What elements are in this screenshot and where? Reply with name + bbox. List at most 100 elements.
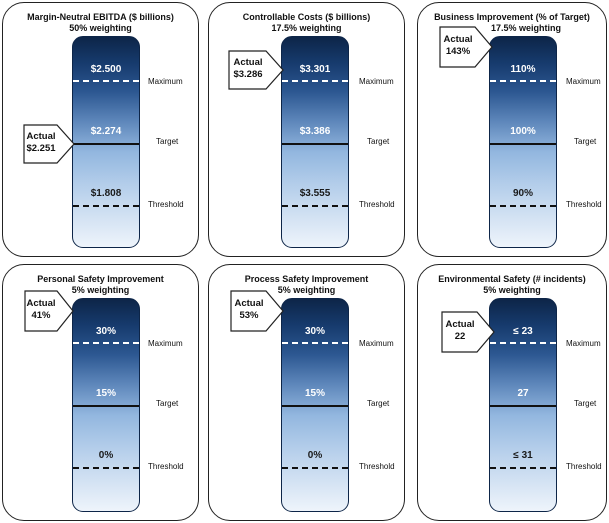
maximum-label: Maximum <box>566 339 601 348</box>
actual-value: 143% <box>445 46 471 57</box>
maximum-value: $3.301 <box>299 64 331 75</box>
target-value: 15% <box>304 388 325 399</box>
panel-weighting: 17.5% weighting <box>490 23 561 33</box>
maximum-value: 30% <box>95 326 116 337</box>
target-line <box>282 405 348 407</box>
actual-value: $2.251 <box>26 143 56 154</box>
panel-title: Margin-Neutral EBITDA ($ billions) <box>27 12 174 22</box>
target-value: $3.386 <box>299 126 331 137</box>
threshold-line <box>490 467 556 469</box>
panel-title: Personal Safety Improvement <box>37 274 164 284</box>
actual-label: Actual <box>26 298 56 309</box>
actual-value: 41% <box>31 310 51 321</box>
performance-gauge: $3.301 $3.386 $3.555 <box>281 36 349 248</box>
panel-title: Environmental Safety (# incidents) <box>438 274 586 284</box>
callout-arrow-shape <box>441 311 495 353</box>
panel-title: Business Improvement (% of Target) <box>434 12 590 22</box>
panel-business-improvement: Business Improvement (% of Target) 17.5%… <box>417 2 607 257</box>
target-label: Target <box>574 399 597 408</box>
actual-callout: Actual $3.286 <box>228 50 284 90</box>
panel-weighting: 5% weighting <box>277 285 336 295</box>
performance-gauge: ≤ 23 27 ≤ 31 <box>489 298 557 512</box>
maximum-label: Maximum <box>359 339 394 348</box>
callout-arrow-shape <box>439 26 493 68</box>
threshold-line <box>490 205 556 207</box>
panel-ebitda: Margin-Neutral EBITDA ($ billions) 50% w… <box>2 2 199 257</box>
performance-gauge: 30% 15% 0% <box>281 298 349 512</box>
actual-callout: Actual 143% <box>439 26 493 68</box>
threshold-line <box>282 205 348 207</box>
panel-weighting: 5% weighting <box>71 285 130 295</box>
threshold-label: Threshold <box>359 200 395 209</box>
actual-label: Actual <box>443 34 473 45</box>
maximum-line <box>282 342 348 344</box>
target-label: Target <box>156 137 179 146</box>
threshold-label: Threshold <box>359 462 395 471</box>
panel-environmental-safety: Environmental Safety (# incidents) 5% we… <box>417 264 607 521</box>
actual-value: 53% <box>239 310 259 321</box>
threshold-line <box>282 467 348 469</box>
actual-label: Actual <box>233 57 263 68</box>
maximum-line <box>73 342 139 344</box>
threshold-value: 0% <box>98 450 114 461</box>
panel-title: Process Safety Improvement <box>244 274 369 284</box>
target-label: Target <box>367 137 390 146</box>
actual-value: $3.286 <box>233 69 263 80</box>
threshold-value: $3.555 <box>299 188 331 199</box>
threshold-value: $1.808 <box>90 188 122 199</box>
target-label: Target <box>574 137 597 146</box>
actual-callout: Actual 22 <box>441 311 495 353</box>
target-line <box>73 143 139 145</box>
panel-weighting: 5% weighting <box>483 285 541 295</box>
actual-value: 22 <box>454 331 466 342</box>
maximum-label: Maximum <box>148 77 183 86</box>
panel-process-safety: Process Safety Improvement 5% weighting … <box>208 264 405 521</box>
callout-arrow-shape <box>230 290 284 332</box>
target-line <box>282 143 348 145</box>
target-line <box>490 405 556 407</box>
performance-gauge: 30% 15% 0% <box>72 298 140 512</box>
maximum-value: ≤ 23 <box>513 326 533 337</box>
performance-gauge: 110% 100% 90% <box>489 36 557 248</box>
target-value: 100% <box>510 126 536 137</box>
actual-label: Actual <box>234 298 264 309</box>
maximum-label: Maximum <box>359 77 394 86</box>
threshold-label: Threshold <box>148 462 184 471</box>
panel-weighting: 17.5% weighting <box>271 23 342 33</box>
maximum-value: 30% <box>304 326 325 337</box>
threshold-value: ≤ 31 <box>513 450 533 461</box>
threshold-label: Threshold <box>148 200 184 209</box>
target-label: Target <box>156 399 179 408</box>
maximum-line <box>73 80 139 82</box>
maximum-line <box>490 80 556 82</box>
actual-label: Actual <box>445 319 475 330</box>
actual-label: Actual <box>26 131 56 142</box>
maximum-line <box>282 80 348 82</box>
panel-controllable-costs: Controllable Costs ($ billions) 17.5% we… <box>208 2 405 257</box>
callout-arrow-shape <box>23 124 75 164</box>
panel-personal-safety: Personal Safety Improvement 5% weighting… <box>2 264 199 521</box>
actual-callout: Actual 41% <box>24 290 74 332</box>
callout-arrow-shape <box>228 50 284 90</box>
threshold-value: 90% <box>512 188 533 199</box>
maximum-label: Maximum <box>566 77 601 86</box>
performance-gauge: $2.500 $2.274 $1.808 <box>72 36 140 248</box>
target-value: 15% <box>95 388 116 399</box>
threshold-value: 0% <box>307 450 323 461</box>
target-line <box>73 405 139 407</box>
target-line <box>490 143 556 145</box>
maximum-label: Maximum <box>148 339 183 348</box>
threshold-line <box>73 205 139 207</box>
maximum-value: 110% <box>510 64 536 75</box>
threshold-line <box>73 467 139 469</box>
threshold-label: Threshold <box>566 462 602 471</box>
target-value: 27 <box>517 388 529 399</box>
target-value: $2.274 <box>90 126 122 137</box>
panel-weighting: 50% weighting <box>69 23 132 33</box>
actual-callout: Actual $2.251 <box>23 124 75 164</box>
target-label: Target <box>367 399 390 408</box>
maximum-value: $2.500 <box>90 64 122 75</box>
panel-title: Controllable Costs ($ billions) <box>242 12 371 22</box>
actual-callout: Actual 53% <box>230 290 284 332</box>
callout-arrow-shape <box>24 290 74 332</box>
